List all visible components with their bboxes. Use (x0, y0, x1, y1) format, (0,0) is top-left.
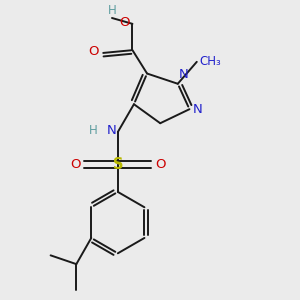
Text: H: H (108, 4, 116, 16)
Text: O: O (155, 158, 166, 171)
Text: O: O (119, 16, 130, 29)
Text: O: O (70, 158, 81, 171)
Text: O: O (88, 45, 98, 58)
Text: N: N (106, 124, 116, 137)
Text: CH₃: CH₃ (200, 55, 221, 68)
Text: N: N (179, 68, 189, 81)
Text: N: N (192, 103, 202, 116)
Text: S: S (112, 157, 123, 172)
Text: H: H (88, 124, 98, 137)
